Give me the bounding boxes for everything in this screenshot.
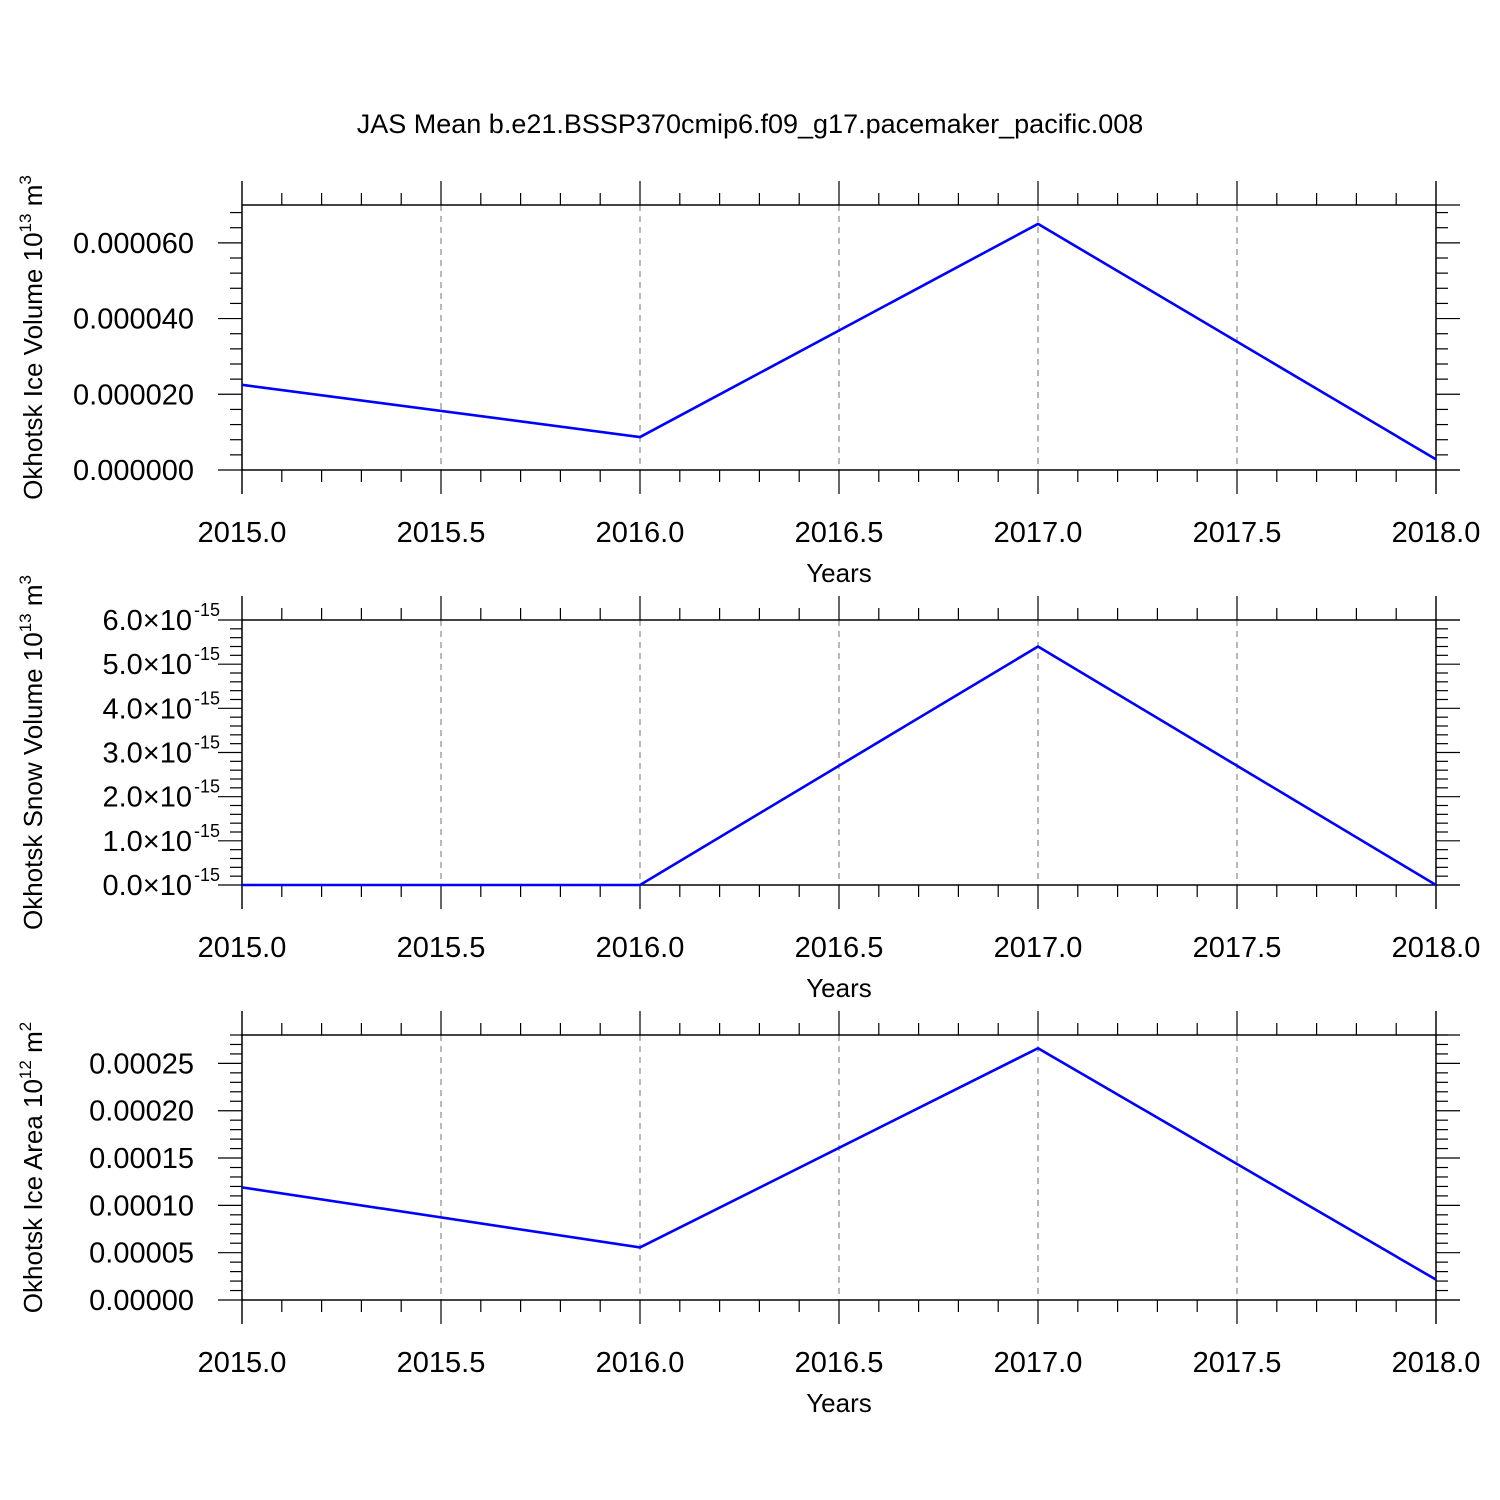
chart-3-x-tick-label: 2016.0: [596, 1347, 685, 1379]
panel-1: 2015.0 2015.5 2016.0 2016.5 2017.0 2017.5 2018…: [16, 175, 1480, 588]
chart-3-x-tick-label: 2015.0: [198, 1347, 287, 1379]
chart-2-y-tick-exponent: -15: [194, 821, 220, 841]
chart-2-y-tick-exponent: -15: [194, 865, 220, 885]
chart-2-y-tick-label: 0.0×10: [102, 870, 192, 902]
chart-1-y-axis-label-ylabel-unit-exp: 3: [16, 175, 35, 184]
chart-1-x-tick-label: 2016.0: [596, 517, 685, 549]
chart-2-x-tick-label: 2016.0: [596, 932, 685, 964]
chart-1-x-tick-label: 2017.5: [1193, 517, 1282, 549]
panels: 2015.0 2015.5 2016.0 2016.5 2017.0 2017.5 2018…: [16, 175, 1480, 1418]
chart-1-y-tick-label: 0.000000: [73, 455, 194, 487]
chart-2-y-tick-label: 1.0×10: [102, 826, 192, 858]
chart-2-y-axis-label-ylabel-exp: 13: [16, 613, 35, 632]
chart-2-y-tick-label: 3.0×10: [102, 738, 192, 770]
chart-1-series-line: [241, 222, 1437, 461]
chart-2-y-tick-exponent: -15: [194, 600, 220, 620]
chart-2-y-axis-label-ylabel-unit-exp: 3: [16, 575, 35, 584]
chart-1-x-tick-label: 2015.0: [198, 517, 287, 549]
chart-3-x-tick-label: 2017.5: [1193, 1347, 1282, 1379]
chart-2-y-tick-label: 4.0×10: [102, 693, 192, 725]
chart-3-x-tick-label: 2018.0: [1392, 1347, 1481, 1379]
chart-1-y-tick-label: 0.000040: [73, 304, 194, 336]
chart-2-y-axis-label: Okhotsk Snow Volume 1013 m3: [16, 575, 48, 930]
chart-1-y-axis-label-ylabel-exp: 13: [16, 214, 35, 233]
chart-3-y-tick-label: 0.00005: [89, 1238, 194, 1270]
chart-1-y-axis-label-ylabel-unit: m: [18, 185, 48, 214]
chart-2-series-line: [242, 645, 1437, 887]
chart-1-x-tick-label: 2018.0: [1392, 517, 1481, 549]
chart-3-y-tick-label: 0.00015: [89, 1143, 194, 1175]
panel-3: 2015.0 2015.5 2016.0 2016.5 2017.0 2017.5 2018…: [16, 1011, 1480, 1418]
chart-1-y-axis-label-ylabel: Okhotsk Ice Volume 10: [18, 232, 48, 499]
panel-2: 2015.0 2015.5 2016.0 2016.5 2017.0 2017.5 2018…: [16, 575, 1480, 1003]
chart-2-x-tick-label: 2016.5: [795, 932, 884, 964]
chart-2-x-tick-label: 2015.5: [397, 932, 486, 964]
chart-3-x-axis-label: Years: [806, 1388, 872, 1418]
chart-2-y-tick-exponent: -15: [194, 733, 220, 753]
chart-3-y-axis-label-ylabel-unit: m: [18, 1031, 48, 1060]
chart-2-x-tick-label: 2017.5: [1193, 932, 1282, 964]
chart-2-y-axis-label-ylabel: Okhotsk Snow Volume 10: [18, 632, 48, 930]
chart-1-x-axis-label: Years: [806, 558, 872, 588]
chart-2-y-tick-label: 5.0×10: [102, 649, 192, 681]
chart-1-x-tick-label: 2016.5: [795, 517, 884, 549]
chart-1-y-tick-label: 0.000060: [73, 228, 194, 260]
chart-3-y-axis-label-ylabel-unit-exp: 2: [16, 1022, 35, 1031]
chart-2-x-tick-label: 2018.0: [1392, 932, 1481, 964]
chart-2-x-tick-label: 2017.0: [994, 932, 1083, 964]
chart-2-y-tick-label: 2.0×10: [102, 782, 192, 814]
chart-3-x-tick-label: 2015.5: [397, 1347, 486, 1379]
chart-1-x-tick-label: 2015.5: [397, 517, 486, 549]
chart-1-y-tick-label: 0.000020: [73, 379, 194, 411]
chart-2-y-tick-exponent: -15: [194, 644, 220, 664]
chart-3-x-tick-label: 2016.5: [795, 1347, 884, 1379]
chart-2-y-tick-exponent: -15: [194, 777, 220, 797]
chart-3-y-axis-label-ylabel: Okhotsk Ice Area 10: [18, 1079, 48, 1313]
chart-3-series-line: [241, 1046, 1437, 1281]
chart-3-y-tick-label: 0.00025: [89, 1048, 194, 1080]
chart-2-y-tick-label: 6.0×10: [102, 605, 192, 637]
chart-3-y-tick-label: 0.00000: [89, 1285, 194, 1317]
chart-3-y-tick-label: 0.00010: [89, 1190, 194, 1222]
chart-3-y-tick-label: 0.00020: [89, 1096, 194, 1128]
chart-1-x-tick-label: 2017.0: [994, 517, 1083, 549]
figure-title: JAS Mean b.e21.BSSP370cmip6.f09_g17.pace…: [357, 109, 1144, 139]
chart-2-y-axis-label-ylabel-unit: m: [18, 584, 48, 613]
chart-2-x-tick-label: 2015.0: [198, 932, 287, 964]
chart-3-y-axis-label-ylabel-exp: 12: [16, 1060, 35, 1079]
chart-1-y-axis-label: Okhotsk Ice Volume 1013 m3: [16, 175, 48, 500]
chart-2-y-tick-exponent: -15: [194, 688, 220, 708]
chart-2-x-axis-label: Years: [806, 973, 872, 1003]
chart-3-x-tick-label: 2017.0: [994, 1347, 1083, 1379]
chart-3-y-axis-label: Okhotsk Ice Area 1012 m2: [16, 1022, 48, 1313]
